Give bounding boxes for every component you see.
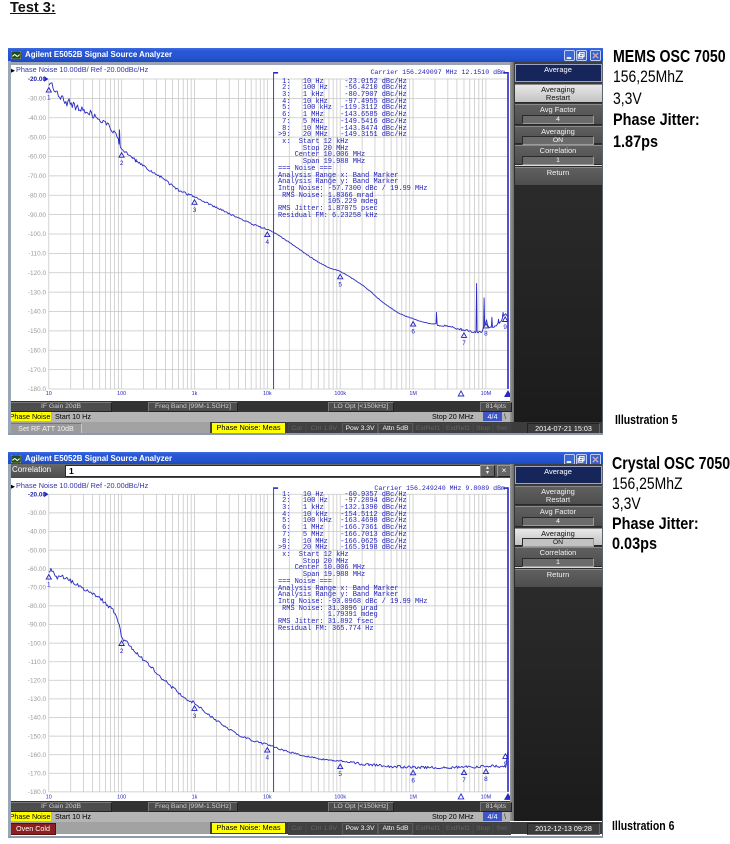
svg-text:-30.00: -30.00 (28, 96, 47, 103)
svg-text:-170.0: -170.0 (28, 367, 47, 374)
svg-text:6: 6 (411, 777, 415, 784)
svg-text:-170.0: -170.0 (28, 771, 47, 778)
svg-text:-30.00: -30.00 (28, 510, 47, 517)
svg-text:9: 9 (503, 324, 507, 331)
svg-text:1k: 1k (192, 795, 198, 801)
svg-text:3: 3 (193, 207, 197, 214)
svg-text:-20.00: -20.00 (28, 492, 47, 499)
svg-text:7: 7 (462, 340, 466, 347)
svg-text:-130.0: -130.0 (28, 696, 47, 703)
svg-text:-180.0: -180.0 (28, 789, 47, 796)
svg-text:-50.00: -50.00 (28, 134, 47, 141)
svg-text:-150.0: -150.0 (28, 328, 47, 335)
svg-text:2: 2 (120, 160, 124, 167)
svg-text:-150.0: -150.0 (28, 733, 47, 740)
svg-text:-80.00: -80.00 (28, 603, 47, 610)
svg-text:10k: 10k (263, 795, 272, 801)
svg-text:1k: 1k (192, 391, 198, 397)
svg-text:6: 6 (411, 329, 415, 336)
svg-text:7: 7 (462, 777, 466, 784)
svg-text:1: 1 (47, 582, 51, 589)
svg-text:10: 10 (46, 795, 52, 801)
svg-text:-140.0: -140.0 (28, 715, 47, 722)
svg-text:-40.00: -40.00 (28, 115, 47, 122)
svg-text:-40.00: -40.00 (28, 529, 47, 536)
svg-text:10M: 10M (481, 391, 492, 397)
svg-text:1: 1 (47, 95, 51, 102)
svg-text:8: 8 (484, 776, 488, 783)
svg-text:-160.0: -160.0 (28, 752, 47, 759)
svg-text:100k: 100k (334, 795, 346, 801)
svg-text:-100.0: -100.0 (28, 231, 47, 238)
svg-text:10: 10 (46, 391, 52, 397)
svg-text:-90.00: -90.00 (28, 212, 47, 219)
svg-text:-70.00: -70.00 (28, 173, 47, 180)
svg-text:-120.0: -120.0 (28, 678, 47, 685)
svg-text:100k: 100k (334, 391, 346, 397)
svg-text:-130.0: -130.0 (28, 289, 47, 296)
svg-text:-160.0: -160.0 (28, 347, 47, 354)
svg-text:1M: 1M (409, 391, 417, 397)
svg-text:-80.00: -80.00 (28, 192, 47, 199)
svg-text:5: 5 (338, 771, 342, 778)
svg-text:100: 100 (117, 795, 126, 801)
svg-text:-60.00: -60.00 (28, 154, 47, 161)
svg-text:-50.00: -50.00 (28, 547, 47, 554)
svg-text:-20.00: -20.00 (28, 76, 47, 83)
svg-text:10M: 10M (481, 795, 492, 801)
svg-text:-140.0: -140.0 (28, 309, 47, 316)
svg-text:4: 4 (266, 239, 270, 246)
svg-text:-120.0: -120.0 (28, 270, 47, 277)
svg-text:1M: 1M (409, 795, 417, 801)
svg-text:-100.0: -100.0 (28, 640, 47, 647)
svg-text:10k: 10k (263, 391, 272, 397)
svg-text:-110.0: -110.0 (28, 251, 46, 258)
svg-text:5: 5 (338, 281, 342, 288)
svg-text:-60.00: -60.00 (28, 566, 47, 573)
svg-text:8: 8 (484, 331, 488, 338)
svg-text:100: 100 (117, 391, 126, 397)
svg-text:-180.0: -180.0 (28, 386, 47, 393)
svg-text:-110.0: -110.0 (28, 659, 46, 666)
svg-text:3: 3 (193, 713, 197, 720)
svg-text:-70.00: -70.00 (28, 585, 47, 592)
svg-text:-90.00: -90.00 (28, 622, 47, 629)
svg-text:2: 2 (120, 648, 124, 655)
svg-text:4: 4 (266, 755, 270, 762)
svg-text:9: 9 (504, 761, 508, 768)
